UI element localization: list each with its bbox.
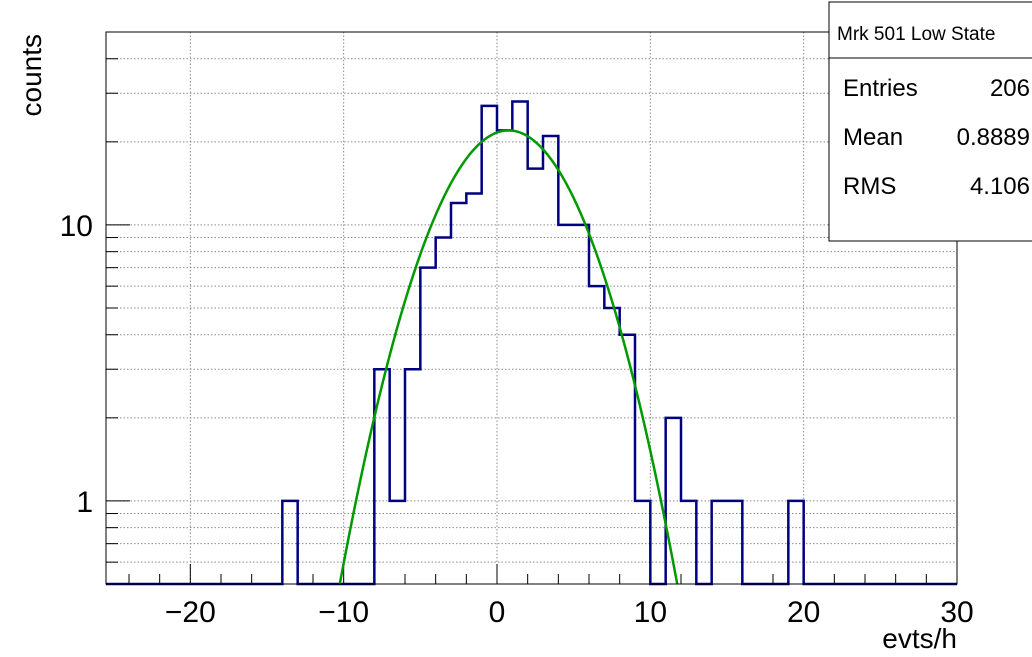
x-tick-label: 20 (787, 596, 820, 629)
y-tick-label: 1 (76, 486, 93, 519)
x-tick-label: −20 (165, 596, 216, 629)
stats-box-frame (828, 1, 1032, 242)
stats-entries-label: Entries (843, 75, 918, 102)
y-axis-label: counts (16, 34, 47, 117)
y-tick-label: 10 (60, 210, 93, 243)
y-tick-labels: 1 10 (60, 210, 93, 519)
stats-box: Mrk 501 Low State Entries 206 Mean 0.888… (828, 1, 1032, 242)
histogram-line (106, 100, 957, 586)
gaussian-fit-curve (338, 129, 679, 584)
stats-mean-label: Mean (843, 124, 903, 151)
stats-rms-label: RMS (843, 173, 896, 200)
stats-mean-value: 0.8889 (957, 124, 1030, 151)
stats-rms-value: 4.106 (970, 173, 1030, 200)
x-tick-labels: −20 −10 0 10 20 30 (165, 596, 974, 629)
x-tick-label: −10 (318, 596, 369, 629)
stats-box-title: Mrk 501 Low State (837, 24, 995, 45)
x-tick-label: 10 (634, 596, 667, 629)
x-tick-label: 0 (489, 596, 506, 629)
plot-frame (105, 31, 958, 585)
x-axis-label: evts/h (882, 623, 957, 654)
stats-entries-value: 206 (990, 75, 1030, 102)
x-tick-label: 30 (940, 596, 973, 629)
